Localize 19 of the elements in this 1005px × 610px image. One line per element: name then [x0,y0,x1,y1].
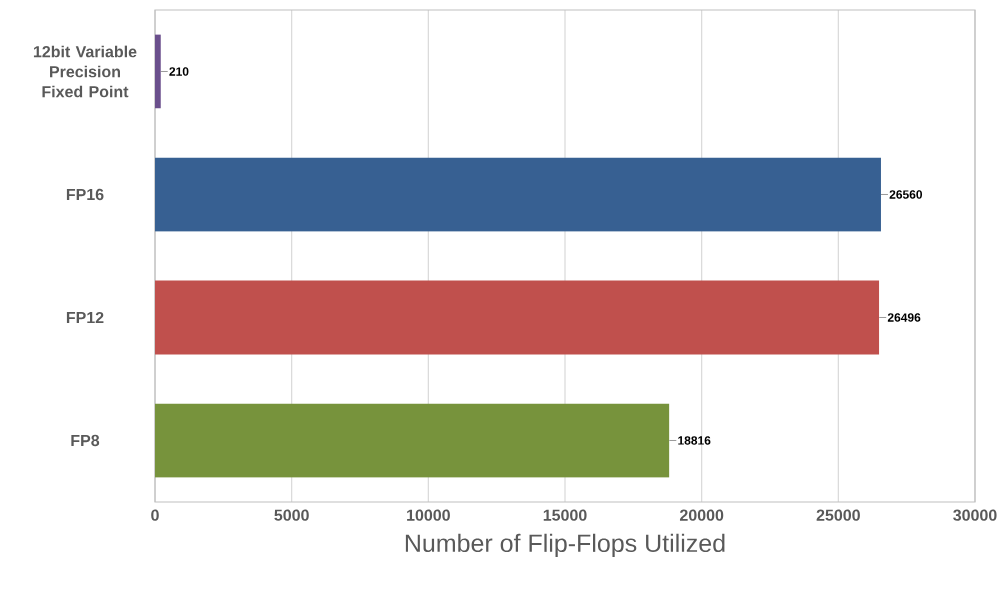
x-axis-title: Number of Flip-Flops Utilized [405,533,725,558]
x-tick-label: 25000 [816,509,860,521]
bar [155,157,881,232]
bar [155,403,670,478]
y-tick-label: FP16 [66,188,104,201]
data-label: 26560 [889,190,923,199]
x-tick-label: 30000 [953,509,997,521]
data-label: 18816 [678,436,711,445]
data-label: 210 [169,67,189,76]
x-tick-label: 5000 [274,509,309,521]
data-label: 26496 [887,313,921,322]
y-tick-label: 12bit Variable Precision Fixed Point [33,45,137,98]
y-tick-label: FP8 [71,434,100,447]
y-tick-label: FP12 [66,311,104,324]
bar [155,280,880,355]
x-tick-label: 0 [151,509,159,521]
x-tick-label: 20000 [679,509,724,521]
x-tick-label: 10000 [407,509,450,521]
x-tick-label: 15000 [543,509,587,521]
